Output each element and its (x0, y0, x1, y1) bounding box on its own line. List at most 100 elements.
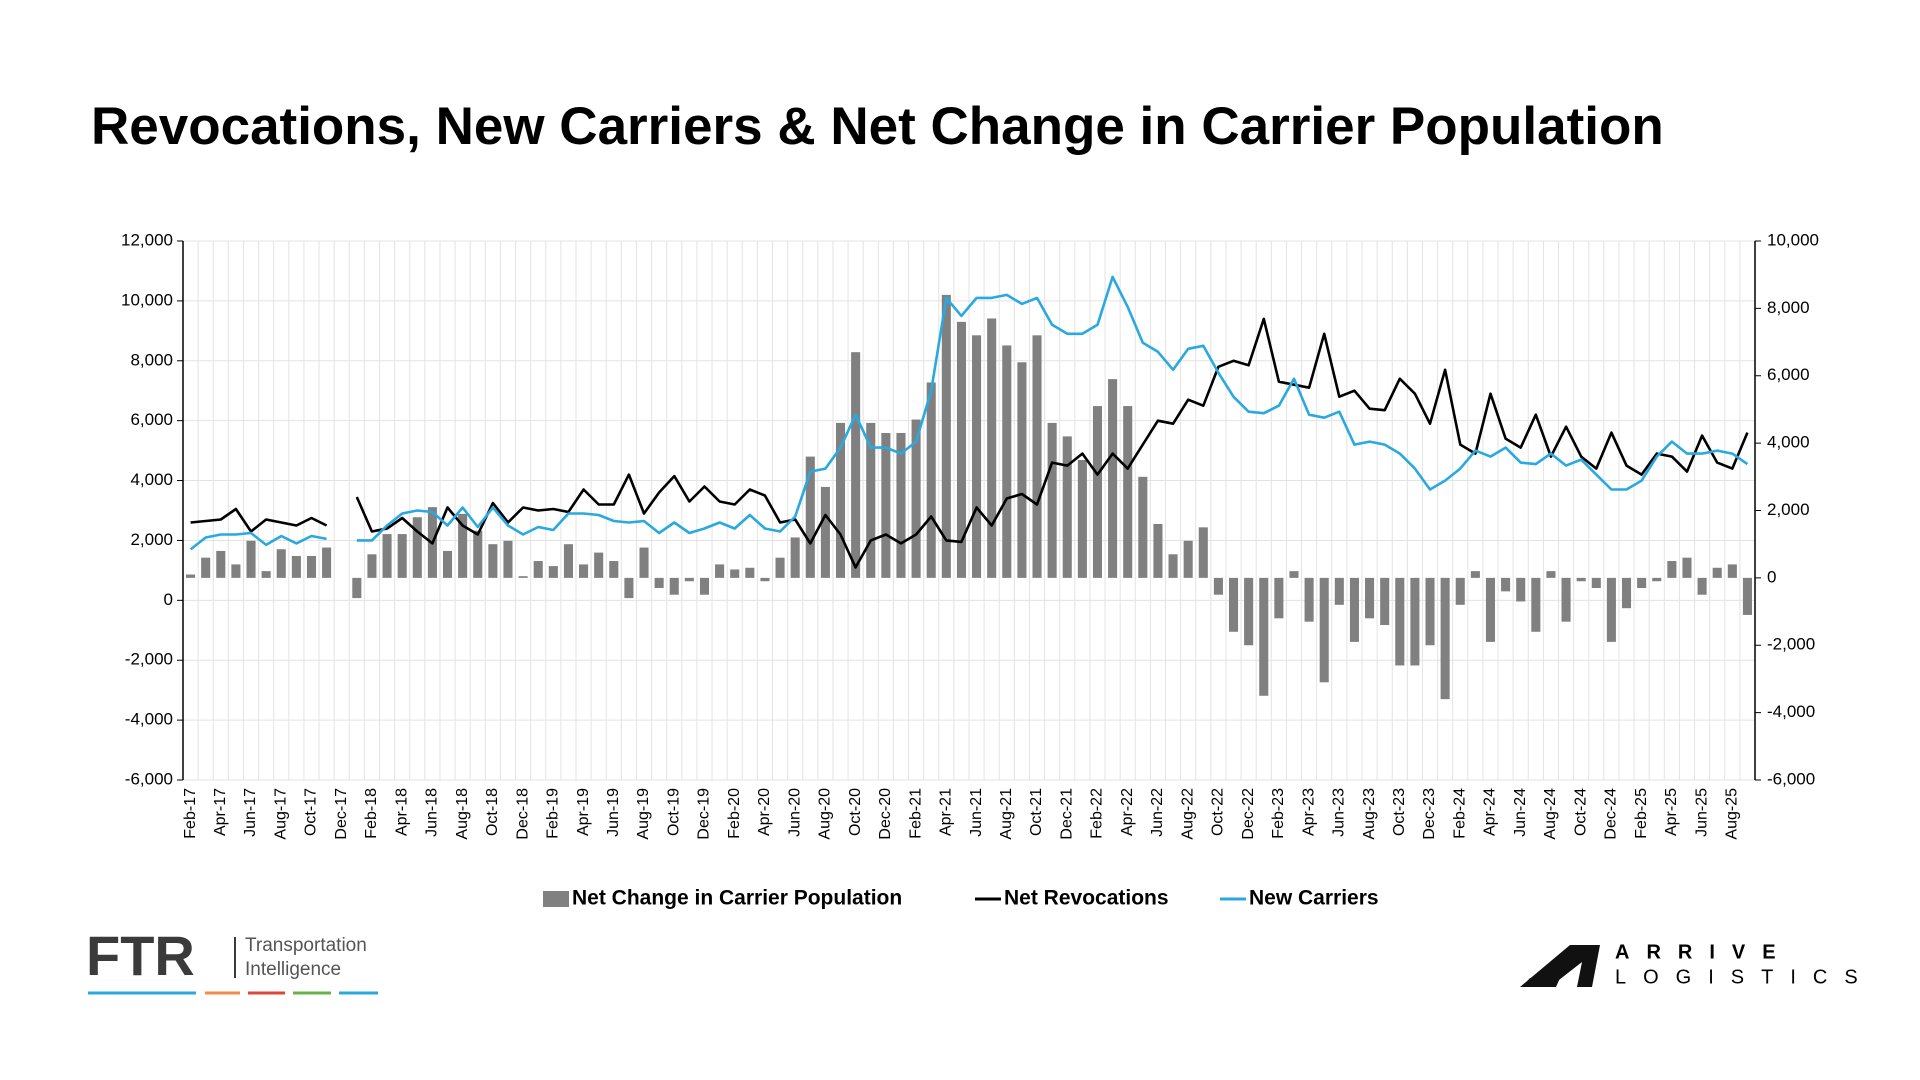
bar (1349, 577, 1359, 642)
bar (397, 534, 407, 578)
x-tick-label: Apr-19 (575, 788, 592, 836)
x-tick-label: Oct-23 (1391, 788, 1408, 836)
bar (1259, 577, 1269, 696)
bar (473, 530, 483, 578)
x-tick-label: Dec-24 (1603, 788, 1620, 840)
x-tick-label: Aug-21 (998, 788, 1015, 840)
x-tick-label: Oct-21 (1028, 788, 1045, 836)
x-tick-label: Aug-20 (817, 788, 834, 840)
x-tick-label: Aug-19 (635, 788, 652, 840)
x-tick-label: Apr-24 (1482, 788, 1499, 836)
bar (533, 561, 543, 578)
x-tick-label: Dec-20 (877, 788, 894, 840)
bar (745, 567, 755, 578)
bar (684, 577, 694, 582)
bar (1501, 577, 1511, 592)
bar (1652, 577, 1662, 582)
bar (1319, 577, 1329, 683)
bar (730, 569, 740, 578)
bar (805, 456, 815, 578)
x-tick-label: Apr-18 (393, 788, 410, 836)
x-tick-label: Aug-22 (1179, 788, 1196, 840)
bar (1516, 577, 1526, 602)
bar (1621, 577, 1632, 609)
bar (1425, 577, 1435, 646)
line (189, 275, 1749, 551)
bar (306, 555, 317, 578)
y-tick-label: 8,000 (130, 350, 173, 369)
y-tick-label: 10,000 (121, 290, 173, 309)
bar (503, 540, 513, 578)
brand-name: LOGISTICS (1615, 966, 1875, 988)
bar (1304, 577, 1314, 622)
bar (594, 552, 604, 578)
x-tick-label: Dec-17 (333, 788, 350, 840)
x-tick-label: Oct-24 (1572, 788, 1589, 836)
legend-swatch (543, 891, 569, 907)
x-tick-label: Jun-23 (1331, 788, 1348, 837)
bar (1576, 577, 1586, 582)
bar (291, 555, 301, 578)
bar (654, 577, 664, 588)
x-tick-label: Jun-17 (242, 788, 259, 837)
bar (579, 564, 589, 578)
bar (835, 422, 846, 578)
bar (488, 544, 498, 578)
y-tick-label: -4,000 (125, 710, 173, 729)
bar (412, 517, 422, 578)
x-tick-label: Feb-23 (1270, 788, 1287, 839)
x-tick-label: Feb-19 (545, 788, 562, 839)
x-tick-label: Aug-23 (1361, 788, 1378, 840)
x-tick-label: Feb-24 (1451, 788, 1468, 839)
bar (186, 574, 196, 578)
bar (548, 566, 558, 578)
bar (1697, 577, 1707, 595)
x-tick-label: Dec-22 (1240, 788, 1257, 840)
x-tick-label: Feb-20 (726, 788, 743, 839)
x-tick-label: Jun-19 (605, 788, 622, 837)
bar (442, 550, 453, 578)
y-tick-label: -2,000 (125, 650, 173, 669)
bar (1274, 577, 1284, 619)
x-tick-label: Dec-18 (514, 788, 531, 840)
bar (1062, 436, 1072, 578)
bar (352, 577, 362, 599)
legend-label: Net Revocations (1004, 887, 1169, 910)
x-tick-label: Oct-17 (303, 788, 320, 836)
bar (382, 534, 392, 578)
brand-icon (1520, 945, 1600, 987)
bar (1228, 577, 1239, 632)
x-tick-label: Feb-21 (907, 788, 924, 839)
x-tick-label: Aug-24 (1542, 788, 1559, 840)
bar (1168, 554, 1178, 578)
y2-tick-label: -6,000 (1767, 769, 1815, 788)
bar (866, 422, 876, 578)
bar (775, 557, 785, 578)
x-tick-label: Dec-21 (1058, 788, 1075, 840)
bar (790, 537, 800, 578)
bar (231, 564, 241, 578)
bar (715, 564, 725, 578)
bar (624, 577, 634, 599)
bar (760, 577, 770, 582)
bar (1017, 362, 1027, 578)
bar (1531, 577, 1541, 632)
bar (1138, 476, 1148, 578)
y2-tick-label: 2,000 (1767, 500, 1810, 519)
y2-tick-label: 8,000 (1767, 298, 1810, 317)
bar (1047, 422, 1057, 578)
bar (851, 352, 861, 578)
bar (972, 335, 982, 578)
x-tick-label: Apr-22 (1119, 788, 1136, 836)
x-tick-label: Dec-23 (1421, 788, 1438, 840)
legend-label: New Carriers (1249, 887, 1379, 910)
y2-tick-label: 4,000 (1767, 433, 1810, 452)
y2-tick-label: 10,000 (1767, 230, 1819, 249)
x-tick-label: Apr-20 (756, 788, 773, 836)
bar (1380, 577, 1390, 626)
bar (1485, 577, 1496, 642)
brand-tagline: Intelligence (245, 959, 341, 980)
bar (1213, 577, 1223, 595)
bar (1440, 577, 1450, 700)
